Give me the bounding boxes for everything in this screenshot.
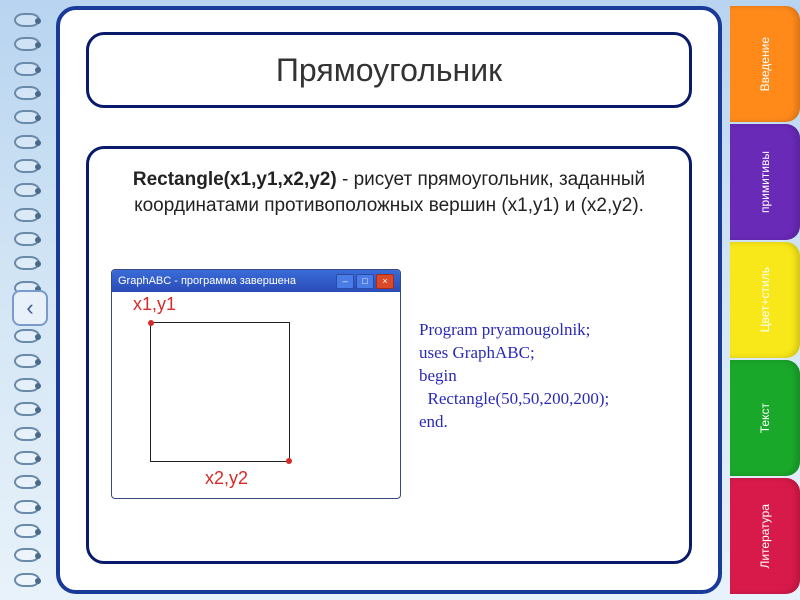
spiral-ring <box>14 548 40 562</box>
spiral-ring <box>14 110 40 124</box>
spiral-ring <box>14 62 40 76</box>
tab-label: Текст <box>759 403 772 433</box>
window-title-text: GraphABC - программа завершена <box>118 275 296 287</box>
code-line: uses GraphABC; <box>419 342 673 365</box>
code-line: begin <box>419 365 673 388</box>
spiral-ring <box>14 37 40 51</box>
spiral-ring <box>14 378 40 392</box>
code-line: end. <box>419 411 673 434</box>
window-titlebar: GraphABC - программа завершена – □ × <box>112 270 400 292</box>
description: Rectangle(x1,y1,x2,y2) - рисует прямоуго… <box>111 167 667 218</box>
page-title: Прямоугольник <box>276 52 502 89</box>
label-x2y2: x2,y2 <box>205 469 248 487</box>
spiral-ring <box>14 573 40 587</box>
tab-введение[interactable]: Введение <box>730 6 800 122</box>
window-body <box>112 292 400 498</box>
spiral-ring <box>14 451 40 465</box>
spiral-ring <box>14 135 40 149</box>
spiral-ring <box>14 475 40 489</box>
spiral-ring <box>14 183 40 197</box>
code-line: Program pryamougolnik; <box>419 319 673 342</box>
spiral-ring <box>14 402 40 416</box>
tab-литература[interactable]: Литература <box>730 478 800 594</box>
spiral-ring <box>14 208 40 222</box>
tab-текст[interactable]: Текст <box>730 360 800 476</box>
point-x1y1 <box>148 320 154 326</box>
side-tabs: Введение примитивы Цвет+стиль Текст Литерату… <box>730 6 800 594</box>
tab-label: примитивы <box>759 151 772 213</box>
spiral-ring <box>14 86 40 100</box>
tab-примитивы[interactable]: примитивы <box>730 124 800 240</box>
close-icon[interactable]: × <box>376 274 394 289</box>
tab-label: Литература <box>759 504 772 569</box>
spiral-ring <box>14 354 40 368</box>
nav-prev-button[interactable]: ‹ <box>12 290 48 326</box>
tab-цвет+стиль[interactable]: Цвет+стиль <box>730 242 800 358</box>
spiral-ring <box>14 159 40 173</box>
maximize-icon[interactable]: □ <box>356 274 374 289</box>
rectangle-shape <box>150 322 290 462</box>
spiral-ring <box>14 232 40 246</box>
spiral-ring <box>14 256 40 270</box>
point-x2y2 <box>286 458 292 464</box>
slide-card: Прямоугольник Rectangle(x1,y1,x2,y2) - р… <box>56 6 722 594</box>
title-box: Прямоугольник <box>86 32 692 108</box>
tab-label: Цвет+стиль <box>759 267 772 332</box>
spiral-ring <box>14 427 40 441</box>
spiral-ring <box>14 329 40 343</box>
proc-name: Rectangle(x1,y1,x2,y2) <box>133 169 337 190</box>
spiral-ring <box>14 500 40 514</box>
spiral-ring <box>14 524 40 538</box>
spiral-ring <box>14 13 40 27</box>
minimize-icon[interactable]: – <box>336 274 354 289</box>
chevron-left-icon: ‹ <box>26 295 33 321</box>
content-box: Rectangle(x1,y1,x2,y2) - рисует прямоуго… <box>86 146 692 564</box>
code-block: Program pryamougolnik;uses GraphABC;begi… <box>419 319 673 434</box>
tab-label: Введение <box>759 37 772 91</box>
window-controls: – □ × <box>336 274 394 289</box>
code-line: Rectangle(50,50,200,200); <box>419 388 673 411</box>
label-x1y1: x1,y1 <box>133 295 176 313</box>
